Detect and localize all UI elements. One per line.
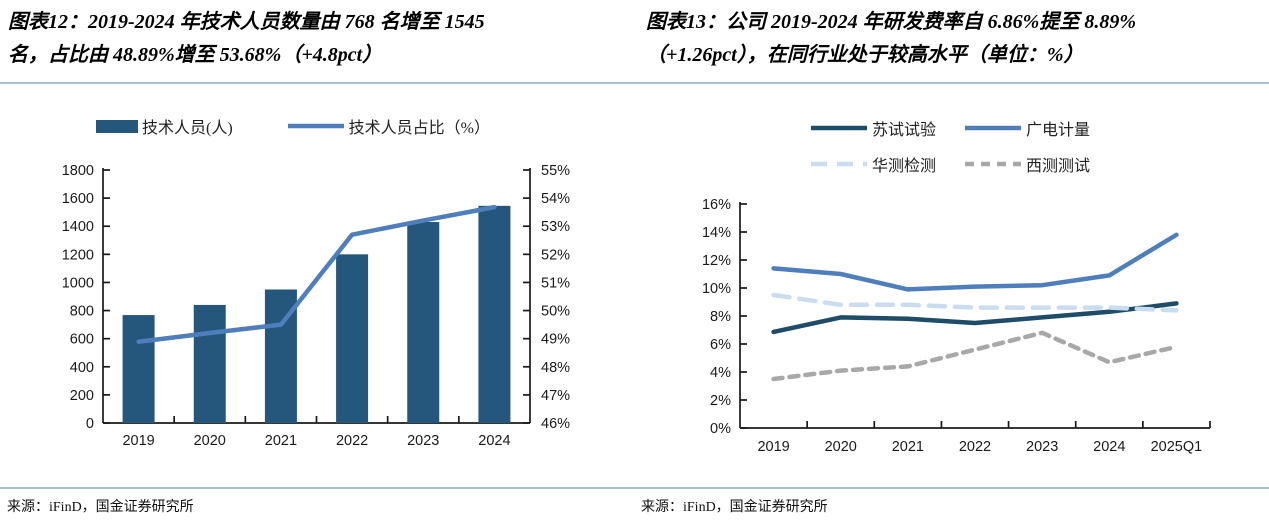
guangdian-metrology-line [771, 232, 1179, 292]
svg-text:2020: 2020 [194, 433, 226, 449]
svg-text:2024: 2024 [1093, 439, 1125, 455]
legend-line-swatch [287, 123, 344, 129]
svg-text:2021: 2021 [892, 439, 924, 455]
bar-2020 [193, 304, 226, 423]
svg-text:8%: 8% [710, 309, 731, 325]
svg-text:800: 800 [70, 304, 94, 320]
figure-12-title-line1: 图表12：2019-2024 年技术人员数量由 768 名增至 1545 [8, 11, 485, 33]
svg-text:0%: 0% [710, 421, 731, 437]
svg-text:600: 600 [70, 332, 94, 348]
svg-text:200: 200 [70, 388, 94, 404]
xice-testing-line [771, 330, 1179, 382]
svg-text:46%: 46% [541, 416, 570, 432]
svg-text:48%: 48% [541, 360, 570, 376]
figure-13-panel: 图表13：公司 2019-2024 年研发费率自 6.86%提至 8.89% （… [634, 0, 1269, 524]
legend-label: 华测检测 [872, 158, 937, 175]
legend-item-sushi-test: 苏试试验 [810, 116, 936, 140]
figure-13-legend: 苏试试验 广电计量华测检测 西测测试 [810, 116, 1090, 176]
rd-expense-ratio-chart: 0% 2% 4% 6% 8% 10% 12% 14% 16% 2019 2020 2021 2022 20… [702, 197, 1211, 455]
svg-text:54%: 54% [541, 191, 570, 207]
svg-text:0: 0 [86, 416, 94, 432]
svg-text:52%: 52% [541, 247, 570, 263]
svg-text:4%: 4% [710, 365, 731, 381]
legend-label: 广电计量 [1026, 122, 1091, 139]
legend-item-xice-testing: 西测测试 [964, 152, 1090, 176]
svg-text:47%: 47% [541, 388, 570, 404]
svg-text:50%: 50% [541, 304, 570, 320]
legend-item-tech-staff-count: 技术人员(人) [96, 114, 233, 138]
svg-text:2022: 2022 [959, 439, 991, 455]
svg-text:16%: 16% [702, 197, 731, 213]
legend-line-swatch [811, 161, 867, 167]
svg-text:53%: 53% [541, 219, 570, 235]
tech-staff-ratio-line [136, 204, 497, 345]
figure-12-source: 来源：iFinD，国金证券研究所 [7, 500, 194, 515]
legend-item-guangdian-metrology: 广电计量 [964, 116, 1090, 140]
svg-text:1000: 1000 [62, 275, 94, 291]
title-divider [0, 82, 634, 84]
bar-2023 [407, 222, 440, 423]
svg-text:2019: 2019 [757, 439, 789, 455]
svg-text:2023: 2023 [1026, 439, 1058, 455]
svg-text:2023: 2023 [407, 433, 439, 449]
svg-text:2020: 2020 [825, 439, 857, 455]
svg-text:1800: 1800 [62, 163, 94, 179]
huace-testing-line [771, 292, 1179, 313]
figure-13-source: 来源：iFinD，国金证券研究所 [641, 500, 828, 515]
legend-label: 技术人员(人) [142, 120, 233, 137]
figure-13-title-line2: （+1.26pct），在同行业处于较高水平（单位：%） [646, 44, 1084, 66]
svg-text:1600: 1600 [62, 191, 94, 207]
figure-13-title: 图表13：公司 2019-2024 年研发费率自 6.86%提至 8.89% （… [646, 6, 1259, 72]
svg-text:49%: 49% [541, 332, 570, 348]
legend-bar-swatch [96, 119, 138, 133]
legend-item-tech-staff-ratio: 技术人员占比（%） [287, 114, 490, 138]
legend-line-swatch [965, 125, 1022, 131]
source-divider [634, 487, 1269, 489]
legend-item-huace-testing: 华测检测 [810, 152, 936, 176]
svg-text:12%: 12% [702, 253, 731, 269]
bar-2019 [122, 315, 155, 423]
svg-text:2025Q1: 2025Q1 [1151, 439, 1203, 455]
svg-text:6%: 6% [710, 337, 731, 353]
svg-text:14%: 14% [702, 225, 731, 241]
legend-label: 西测测试 [1026, 158, 1091, 175]
svg-text:400: 400 [70, 360, 94, 376]
legend-line-swatch [811, 125, 867, 131]
figure-12-title-line2: 名，占比由 48.89%增至 53.68%（+4.8pct） [8, 44, 383, 66]
svg-text:55%: 55% [541, 163, 570, 179]
svg-text:1200: 1200 [62, 247, 94, 263]
title-divider [634, 82, 1269, 84]
svg-text:2021: 2021 [265, 433, 297, 449]
svg-text:2019: 2019 [122, 433, 154, 449]
svg-text:1400: 1400 [62, 219, 94, 235]
figure-12-panel: 图表12：2019-2024 年技术人员数量由 768 名增至 1545 名，占… [0, 0, 634, 524]
figure-13-title-line1: 图表13：公司 2019-2024 年研发费率自 6.86%提至 8.89% [646, 11, 1136, 33]
bar-2022 [336, 254, 369, 423]
svg-text:2024: 2024 [478, 433, 510, 449]
legend-label: 苏试试验 [872, 122, 937, 139]
technical-staff-chart: 0 200 400 600 800 1000 1200 1400 1600 1800 46% 47% 4… [62, 163, 570, 449]
figure-12-title: 图表12：2019-2024 年技术人员数量由 768 名增至 1545 名，占… [8, 6, 624, 72]
legend-label: 技术人员占比（%） [348, 120, 491, 137]
sushi-test-line [771, 301, 1179, 335]
figure-12-legend: 技术人员(人) 技术人员占比（%） [96, 114, 490, 138]
svg-text:10%: 10% [702, 281, 731, 297]
bar-2024 [478, 205, 511, 423]
svg-text:51%: 51% [541, 275, 570, 291]
svg-text:2022: 2022 [336, 433, 368, 449]
source-divider [0, 487, 634, 489]
svg-text:2%: 2% [710, 393, 731, 409]
legend-line-swatch [965, 161, 1022, 167]
